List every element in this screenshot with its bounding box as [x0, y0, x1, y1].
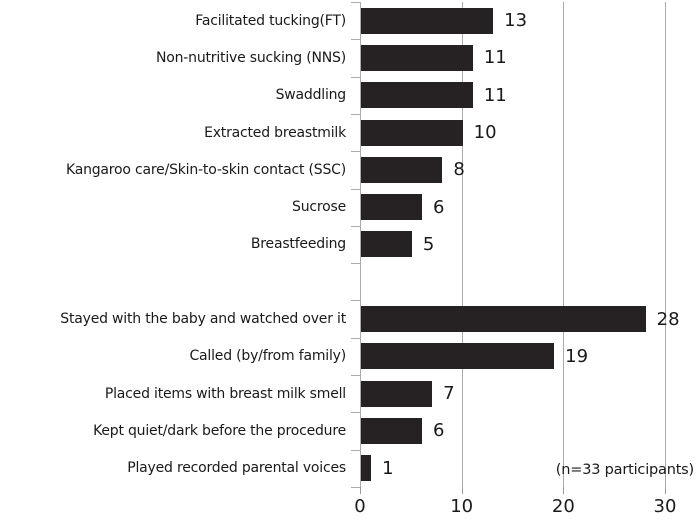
x-axis-tick-label: 20 [551, 496, 575, 517]
category-label: Played recorded parental voices [127, 460, 346, 477]
y-axis-tick [351, 300, 360, 302]
x-axis-tick [360, 487, 361, 494]
y-axis-tick [351, 188, 360, 190]
bar [361, 82, 473, 109]
value-label: 6 [433, 196, 445, 218]
category-label: Sucrose [292, 199, 346, 216]
value-label: 1 [382, 457, 394, 479]
x-axis-tick [563, 487, 565, 494]
y-axis-tick [351, 225, 360, 227]
y-axis-tick [351, 2, 360, 3]
y-axis-tick [351, 39, 360, 41]
gridline [563, 2, 565, 487]
sample-size-note: (n=33 participants) [555, 462, 694, 478]
category-label: Extracted breastmilk [204, 124, 346, 141]
bar [361, 306, 646, 333]
category-label: Called (by/from family) [189, 348, 346, 365]
gridline [461, 2, 463, 487]
y-axis-tick [351, 486, 360, 488]
category-label: Placed items with breast milk smell [104, 385, 346, 402]
x-axis-tick-label: 30 [653, 496, 677, 517]
category-label: Non-nutritive sucking (NNS) [156, 49, 346, 66]
x-axis-tick [665, 487, 666, 494]
bar [361, 231, 412, 258]
bar [361, 194, 422, 221]
bar [361, 7, 494, 34]
y-axis-tick [351, 151, 360, 153]
bar [361, 343, 555, 370]
gridline [665, 2, 666, 487]
y-axis-tick [351, 76, 360, 78]
category-label: Stayed with the baby and watched over it [60, 311, 346, 328]
value-label: 6 [433, 420, 445, 442]
value-label: 19 [565, 345, 589, 367]
bar [361, 455, 372, 482]
bar [361, 380, 433, 407]
value-label: 10 [473, 122, 497, 144]
value-label: 7 [443, 383, 455, 405]
x-axis-tick [461, 487, 463, 494]
category-label: Kangaroo care/Skin-to-skin contact (SSC) [65, 161, 346, 178]
value-label: 28 [656, 308, 680, 330]
category-label: Kept quiet/dark before the procedure [93, 422, 346, 439]
x-axis-tick-label: 0 [354, 496, 366, 517]
bar [361, 44, 473, 71]
x-axis-tick-label: 10 [450, 496, 474, 517]
y-axis-tick [351, 375, 360, 376]
value-label: 5 [422, 233, 435, 255]
y-axis-tick [351, 449, 360, 451]
category-label: Breastfeeding [250, 236, 346, 253]
y-axis-tick [351, 412, 360, 414]
y-axis-tick [351, 337, 360, 339]
bar [361, 417, 422, 444]
value-label: 13 [504, 10, 528, 32]
value-label: 11 [483, 47, 507, 69]
bar [361, 119, 463, 146]
y-axis-line [360, 2, 361, 487]
category-label: Swaddling [275, 87, 347, 104]
bar [361, 156, 443, 183]
y-axis-tick [351, 113, 360, 115]
value-label: 11 [483, 84, 507, 106]
value-label: 8 [453, 159, 465, 181]
category-label: Facilitated tucking(FT) [195, 12, 346, 29]
y-axis-tick [351, 263, 360, 265]
